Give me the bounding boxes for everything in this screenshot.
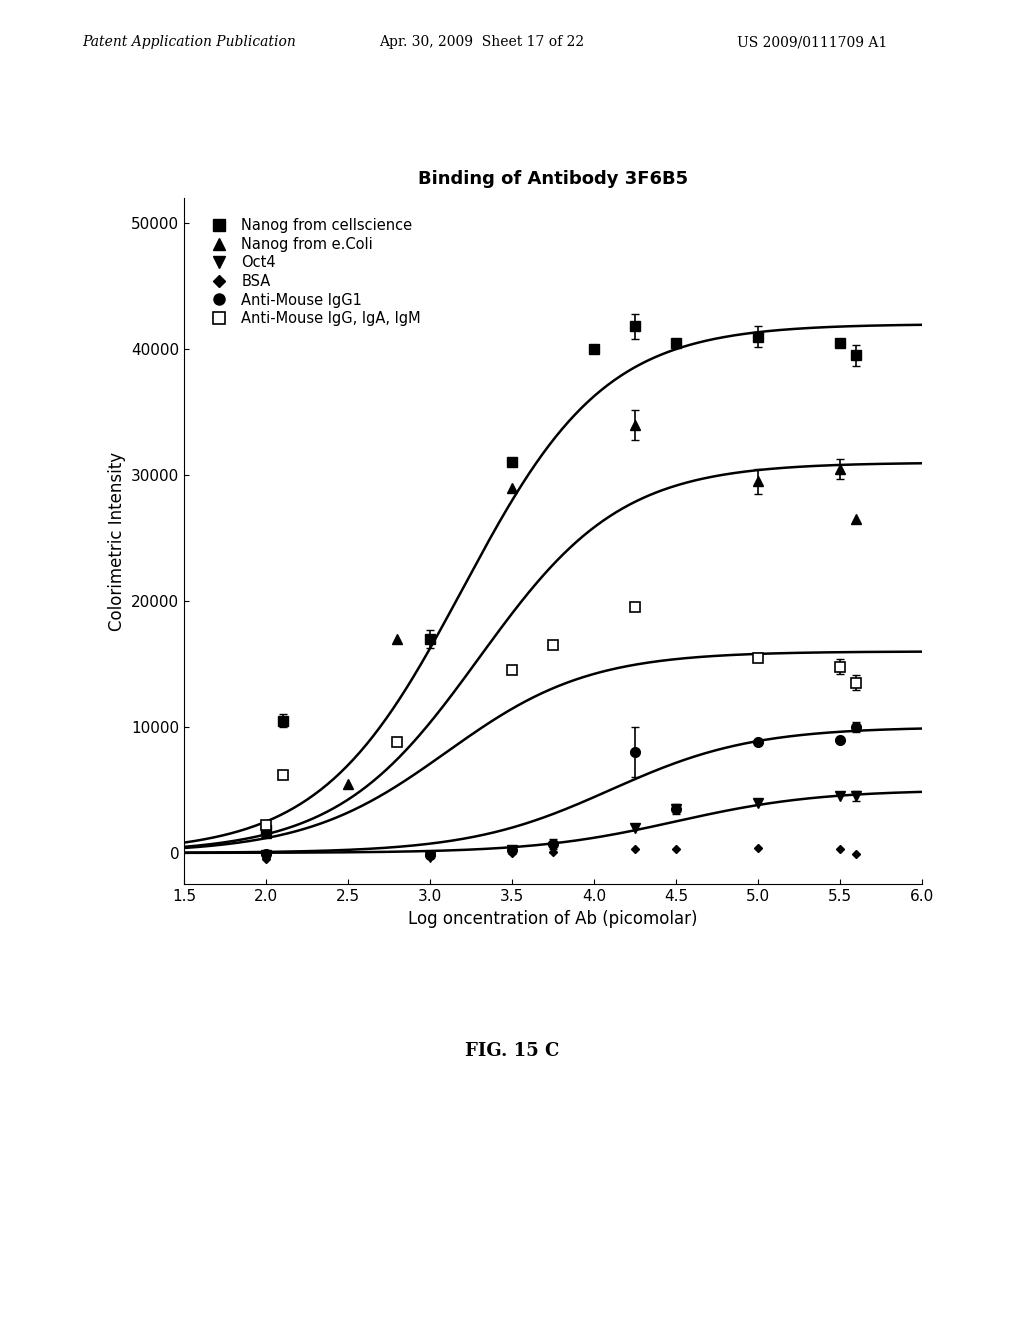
Text: Apr. 30, 2009  Sheet 17 of 22: Apr. 30, 2009 Sheet 17 of 22 bbox=[379, 36, 584, 49]
Text: FIG. 15 C: FIG. 15 C bbox=[465, 1041, 559, 1060]
X-axis label: Log oncentration of Ab (picomolar): Log oncentration of Ab (picomolar) bbox=[409, 909, 697, 928]
Y-axis label: Colorimetric Intensity: Colorimetric Intensity bbox=[108, 451, 126, 631]
Legend: Nanog from cellscience, Nanog from e.Coli, Oct4, BSA, Anti-Mouse IgG1, Anti-Mous: Nanog from cellscience, Nanog from e.Col… bbox=[199, 213, 427, 333]
Text: Patent Application Publication: Patent Application Publication bbox=[82, 36, 296, 49]
Text: US 2009/0111709 A1: US 2009/0111709 A1 bbox=[737, 36, 888, 49]
Title: Binding of Antibody 3F6B5: Binding of Antibody 3F6B5 bbox=[418, 170, 688, 189]
